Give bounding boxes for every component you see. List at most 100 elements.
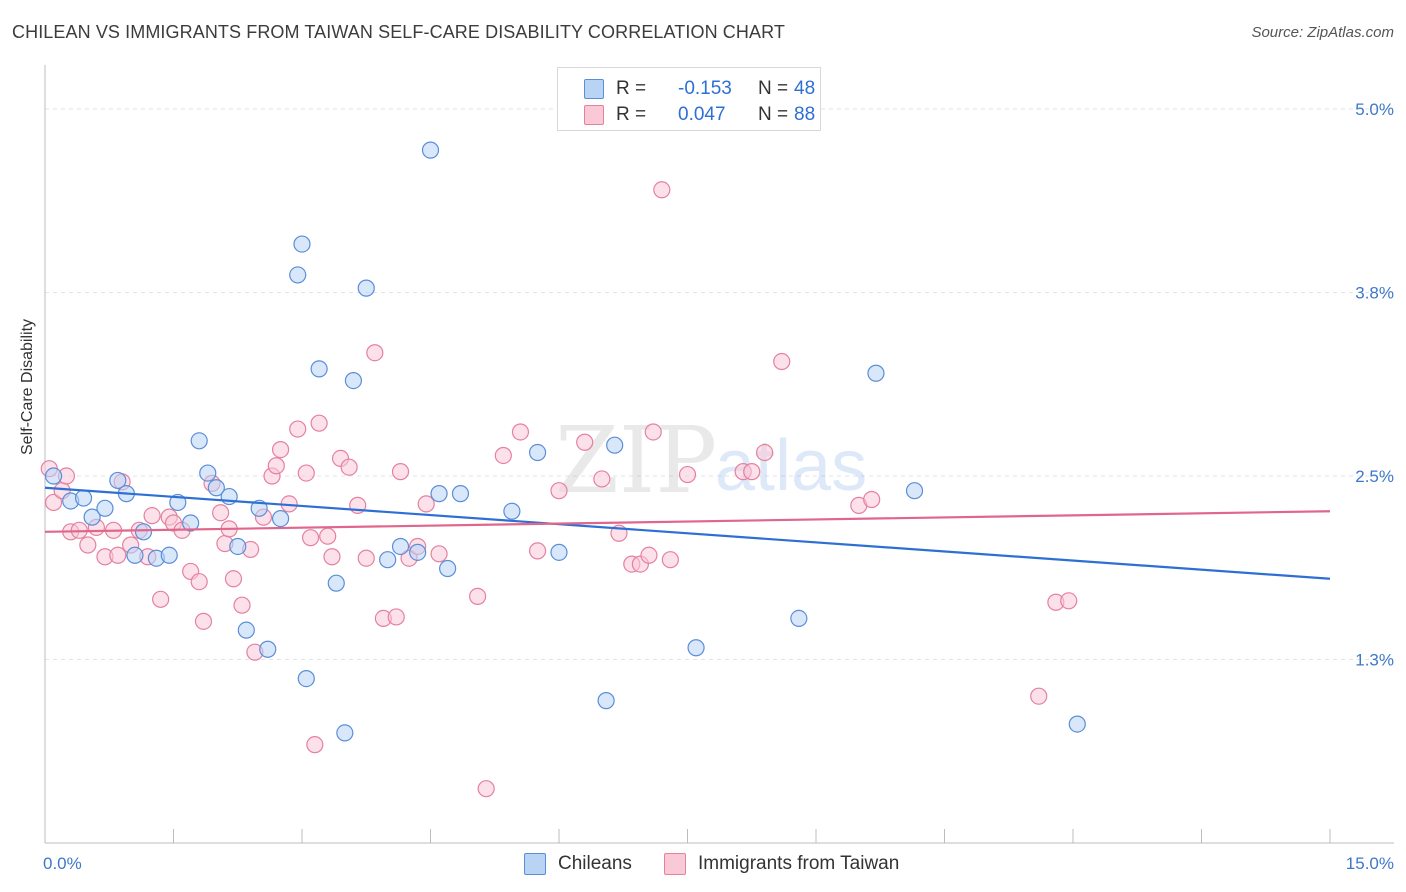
chileans-point bbox=[357, 279, 375, 297]
taiwan-point bbox=[644, 423, 662, 441]
taiwan-point bbox=[310, 414, 328, 432]
chileans-point bbox=[409, 543, 427, 561]
chileans-point bbox=[297, 669, 315, 688]
taiwan-point bbox=[357, 549, 375, 567]
chileans-point bbox=[503, 502, 521, 520]
chileans-point bbox=[336, 724, 354, 742]
n-label: N = bbox=[758, 104, 789, 125]
chileans-point bbox=[182, 514, 200, 532]
chileans-point bbox=[687, 639, 705, 657]
taiwan-point bbox=[1060, 592, 1078, 610]
y-tick-label: 5.0% bbox=[1355, 100, 1394, 119]
chileans-point bbox=[126, 546, 144, 564]
chileans-swatch bbox=[584, 79, 604, 99]
stats-legend: R = -0.153 N = 48 R = 0.047 N = 88 bbox=[557, 67, 821, 131]
y-tick-label: 3.8% bbox=[1355, 284, 1394, 303]
taiwan-point bbox=[212, 504, 230, 522]
chileans-point bbox=[310, 360, 328, 378]
taiwan-point bbox=[593, 470, 611, 488]
chileans-point bbox=[344, 372, 362, 390]
x-tick-label: 15.0% bbox=[1346, 854, 1394, 873]
chileans-point bbox=[528, 443, 547, 462]
taiwan-point bbox=[391, 463, 410, 481]
chileans-point bbox=[439, 559, 457, 578]
taiwan-point bbox=[743, 463, 761, 481]
chileans-point bbox=[327, 574, 345, 592]
chileans-point bbox=[259, 640, 277, 658]
chileans-point bbox=[451, 485, 470, 503]
x-tick-label: 0.0% bbox=[43, 854, 82, 873]
taiwan-point bbox=[678, 465, 697, 484]
taiwan-point bbox=[319, 527, 337, 545]
taiwan-point bbox=[301, 529, 320, 547]
trend-lines bbox=[44, 486, 1331, 580]
r-value: -0.153 bbox=[678, 78, 732, 99]
chileans-point bbox=[421, 141, 440, 159]
chart-title: CHILEAN VS IMMIGRANTS FROM TAIWAN SELF-C… bbox=[12, 22, 785, 42]
chileans-legend-label: Chileans bbox=[558, 853, 632, 874]
taiwan-point bbox=[511, 423, 530, 441]
chileans-point bbox=[199, 464, 217, 482]
taiwan-point bbox=[79, 536, 97, 554]
r-label: R = bbox=[616, 104, 647, 125]
chileans-point bbox=[867, 364, 885, 382]
taiwan-point bbox=[477, 780, 495, 798]
chileans-point bbox=[289, 266, 307, 284]
chileans-point bbox=[207, 479, 225, 497]
chileans-point bbox=[790, 609, 808, 628]
taiwan-point bbox=[653, 181, 671, 199]
taiwan-point bbox=[109, 546, 127, 564]
taiwan-point bbox=[550, 482, 568, 500]
chileans-point bbox=[391, 537, 410, 556]
taiwan-legend-label: Immigrants from Taiwan bbox=[698, 853, 900, 874]
chileans-point bbox=[109, 471, 127, 490]
chileans-point bbox=[293, 235, 311, 253]
chileans-point bbox=[597, 692, 615, 710]
taiwan-point bbox=[224, 570, 243, 588]
chileans-point bbox=[83, 508, 101, 526]
taiwan-point bbox=[323, 548, 341, 566]
taiwan-point bbox=[755, 443, 774, 462]
taiwan-point bbox=[289, 420, 307, 438]
taiwan-point bbox=[271, 440, 290, 459]
taiwan-point bbox=[297, 464, 315, 482]
n-value: 88 bbox=[794, 104, 816, 125]
axes bbox=[44, 65, 1394, 844]
taiwan-point bbox=[152, 590, 170, 608]
chileans-point bbox=[134, 523, 153, 541]
source-label: Source: ZipAtlas.com bbox=[1251, 24, 1394, 41]
taiwan-point bbox=[417, 495, 435, 513]
chileans-point bbox=[271, 509, 290, 528]
gridlines bbox=[45, 108, 1394, 661]
r-label: R = bbox=[616, 78, 647, 99]
chileans-point bbox=[74, 489, 93, 507]
taiwan-point bbox=[430, 545, 448, 563]
chileans-point bbox=[237, 621, 255, 639]
watermark-zip: ZIP bbox=[555, 407, 717, 514]
chileans-point bbox=[905, 482, 924, 500]
taiwan-point bbox=[773, 352, 791, 371]
chileans-point bbox=[606, 436, 624, 454]
taiwan-point bbox=[44, 493, 63, 512]
taiwan-point bbox=[640, 546, 658, 564]
n-label: N = bbox=[758, 78, 789, 99]
y-tick-label: 1.3% bbox=[1355, 651, 1394, 670]
chileans-point bbox=[430, 485, 448, 503]
chileans-trendline bbox=[44, 486, 1331, 580]
r-value: 0.047 bbox=[678, 104, 726, 125]
taiwan-point bbox=[340, 458, 358, 476]
y-tick-label: 2.5% bbox=[1355, 467, 1394, 486]
taiwan-point bbox=[528, 542, 547, 560]
taiwan-point bbox=[469, 587, 487, 605]
chileans-legend-swatch bbox=[524, 853, 546, 875]
chileans-point bbox=[190, 432, 208, 450]
taiwan-point bbox=[494, 446, 512, 465]
taiwan-swatch bbox=[584, 105, 604, 125]
taiwan-point bbox=[863, 490, 881, 509]
taiwan-point bbox=[576, 433, 594, 451]
taiwan-trendline bbox=[44, 510, 1331, 533]
chileans-point bbox=[44, 467, 63, 485]
taiwan-point bbox=[661, 551, 679, 569]
tick-labels: 1.3% 2.5% 3.8% 5.0% 0.0% 15.0% bbox=[43, 100, 1394, 873]
